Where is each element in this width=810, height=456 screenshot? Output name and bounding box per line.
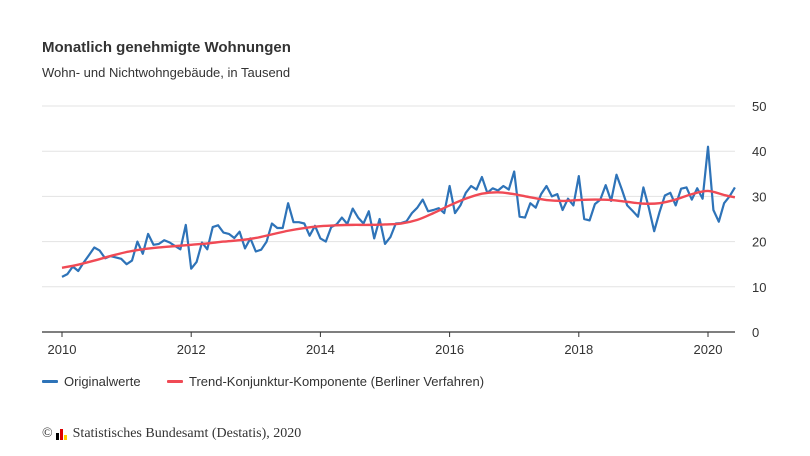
copyright-icon: © — [42, 426, 53, 441]
source-footer: © Statistisches Bundesamt (Destatis), 20… — [42, 426, 301, 442]
legend-label-trend: Trend-Konjunktur-Komponente (Berliner Ve… — [189, 374, 485, 389]
x-tick-label: 2014 — [306, 342, 335, 357]
y-tick-label: 20 — [752, 235, 766, 250]
x-tick-label: 2016 — [435, 342, 464, 357]
y-tick-label: 10 — [752, 280, 766, 295]
legend-swatch-trend — [167, 380, 183, 383]
y-tick-label: 0 — [752, 325, 759, 340]
legend-item-original[interactable]: Originalwerte — [42, 374, 141, 389]
y-tick-label: 50 — [752, 99, 766, 114]
y-tick-label: 30 — [752, 189, 766, 204]
legend-label-original: Originalwerte — [64, 374, 141, 389]
x-tick-label: 2010 — [48, 342, 77, 357]
chart-title: Monatlich genehmigte Wohnungen — [42, 39, 291, 56]
chart-subtitle: Wohn- und Nichtwohngebäude, in Tausend — [42, 65, 291, 80]
x-tick-label: 2018 — [564, 342, 593, 357]
legend-item-trend[interactable]: Trend-Konjunktur-Komponente (Berliner Ve… — [167, 374, 484, 389]
series-line-trend — [61, 189, 736, 269]
series-line-original — [61, 145, 736, 278]
legend-swatch-original — [42, 380, 58, 383]
x-tick-label: 2020 — [694, 342, 723, 357]
y-tick-label: 40 — [752, 144, 766, 159]
source-text: Statistisches Bundesamt (Destatis), 2020 — [72, 426, 302, 441]
x-tick-label: 2012 — [177, 342, 206, 357]
destatis-logo-icon — [55, 428, 67, 440]
